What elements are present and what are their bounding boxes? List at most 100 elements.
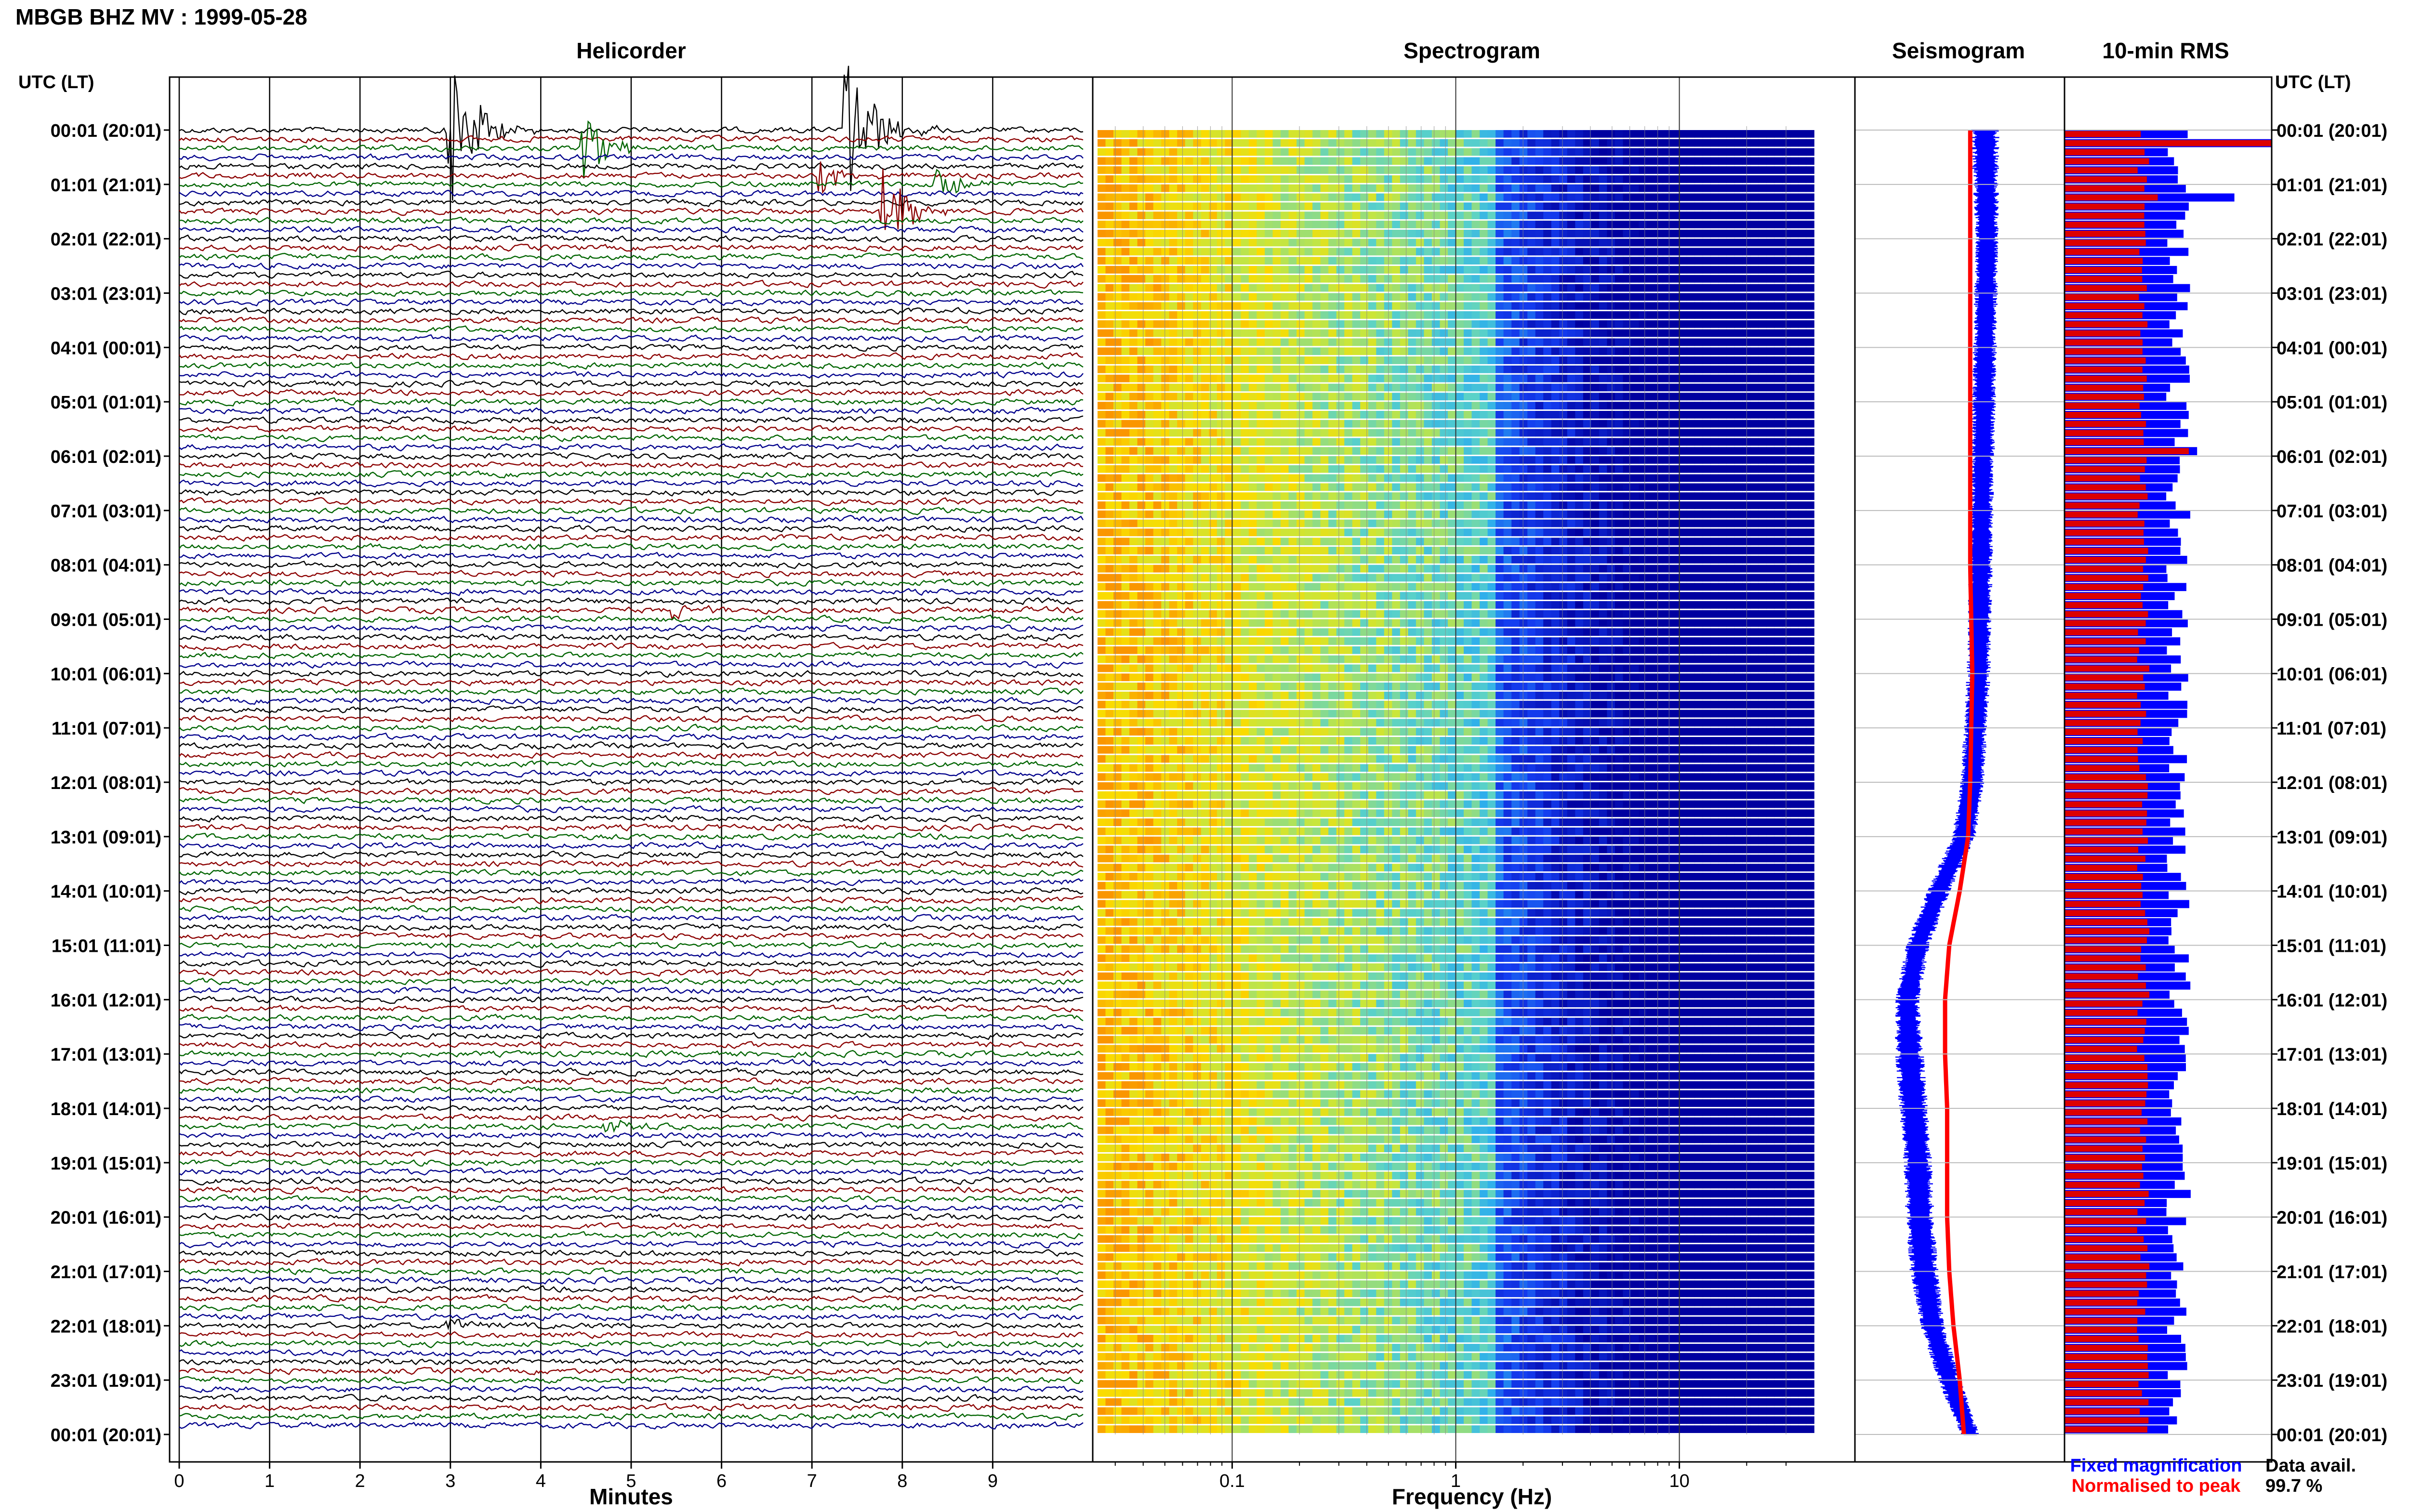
- spectrogram-cell: [1201, 592, 1210, 600]
- spectrogram-cell: [1790, 538, 1799, 546]
- spectrogram-cell: [1304, 320, 1313, 328]
- spectrogram-cell: [1448, 429, 1456, 437]
- spectrogram-cell: [1225, 347, 1233, 355]
- spectrogram-cell: [1232, 456, 1242, 464]
- spectrogram-cell: [1718, 528, 1727, 537]
- spectrogram-cell: [1352, 610, 1361, 618]
- spectrogram-cell: [1400, 374, 1409, 382]
- spectrogram-cell: [1456, 519, 1464, 527]
- spectrogram-cell: [1272, 610, 1281, 618]
- spectrogram-cell: [1098, 547, 1106, 554]
- spectrogram-cell: [1535, 311, 1544, 319]
- spectrogram-cell: [1511, 257, 1520, 265]
- spectrogram-cell: [1535, 374, 1544, 382]
- spectrogram-cell: [1297, 130, 1305, 138]
- spectrogram-cell: [1105, 510, 1114, 518]
- spectrogram-cell: [1464, 555, 1472, 564]
- spectrogram-cell: [1583, 393, 1592, 401]
- spectrogram-cell: [1503, 338, 1512, 346]
- spectrogram-cell: [1750, 365, 1759, 373]
- spectrogram-cell: [1535, 248, 1544, 256]
- helicorder-trace: [179, 307, 1084, 316]
- spectrogram-cell: [1248, 211, 1257, 220]
- spectrogram-cell: [1710, 510, 1719, 518]
- spectrogram-cell: [1392, 538, 1401, 546]
- helicorder-trace: [179, 687, 1084, 696]
- spectrogram-cell: [1575, 202, 1584, 210]
- spectrogram-cell: [1599, 365, 1608, 373]
- spectrogram-cell: [1734, 420, 1743, 428]
- spectrogram-cell: [1352, 356, 1361, 364]
- spectrogram-cell: [1137, 420, 1146, 428]
- spectrogram-cell: [1496, 555, 1504, 564]
- spectrogram-cell: [1511, 284, 1520, 292]
- spectrogram-cell: [1583, 166, 1592, 174]
- spectrogram-cell: [1336, 474, 1345, 482]
- spectrogram-cell: [1241, 193, 1249, 201]
- spectrogram-cell: [1694, 383, 1703, 392]
- spectrogram-cell: [1440, 383, 1448, 392]
- spectrogram-cell: [1232, 447, 1242, 455]
- spectrogram-cell: [1694, 329, 1703, 337]
- minute-tick-label: 4: [536, 1471, 546, 1491]
- spectrogram-cell: [1511, 175, 1520, 183]
- spectrogram-cell: [1567, 583, 1576, 591]
- spectrogram-cell: [1511, 528, 1520, 537]
- spectrogram-cell: [1750, 229, 1759, 237]
- spectrogram-cell: [1480, 456, 1488, 464]
- spectrogram-cell: [1679, 510, 1687, 518]
- helicorder-trace: [179, 497, 1084, 506]
- spectrogram-cell: [1551, 211, 1560, 220]
- spectrogram-cell: [1639, 383, 1647, 392]
- spectrogram-cell: [1503, 347, 1512, 355]
- spectrogram-cell: [1448, 193, 1456, 201]
- spectrogram-cell: [1424, 266, 1432, 274]
- spectrogram-cell: [1169, 257, 1178, 265]
- spectrogram-cell: [1424, 374, 1432, 382]
- spectrogram-cell: [1265, 555, 1273, 564]
- spectrogram-cell: [1304, 528, 1313, 537]
- spectrogram-cell: [1766, 510, 1775, 518]
- spectrogram-cell: [1519, 447, 1528, 455]
- spectrogram-cell: [1471, 592, 1480, 600]
- spectrogram-cell: [1416, 193, 1425, 201]
- spectrogram-cell: [1328, 583, 1337, 591]
- spectrogram-cell: [1288, 266, 1297, 274]
- spectrogram-cell: [1368, 302, 1377, 310]
- spectrogram-cell: [1519, 320, 1528, 328]
- spectrogram-cell: [1647, 248, 1655, 256]
- spectrogram-cell: [1352, 402, 1361, 409]
- spectrogram-cell: [1718, 184, 1727, 192]
- spectrogram-cell: [1312, 565, 1321, 573]
- spectrogram-cell: [1790, 456, 1799, 464]
- spectrogram-cell: [1297, 474, 1305, 482]
- spectrogram-cell: [1583, 347, 1592, 355]
- spectrogram-cell: [1129, 501, 1138, 509]
- spectrogram-cell: [1257, 519, 1265, 527]
- spectrogram-cell: [1145, 555, 1154, 564]
- spectrogram-cell: [1209, 438, 1218, 446]
- spectrogram-cell: [1344, 148, 1353, 156]
- spectrogram-cell: [1098, 238, 1106, 247]
- spectrogram-cell: [1543, 393, 1552, 401]
- spectrogram-cell: [1670, 420, 1679, 428]
- spectrogram-cell: [1360, 139, 1369, 147]
- spectrogram-cell: [1105, 483, 1114, 491]
- spectrogram-cell: [1790, 510, 1799, 518]
- spectrogram-cell: [1702, 184, 1711, 192]
- spectrogram-cell: [1464, 293, 1472, 301]
- spectrogram-cell: [1185, 429, 1193, 437]
- spectrogram-cell: [1217, 465, 1226, 473]
- spectrogram-cell: [1639, 221, 1647, 228]
- spectrogram-cell: [1718, 166, 1727, 174]
- helicorder-trace: [179, 1149, 1084, 1158]
- spectrogram-cell: [1336, 510, 1345, 518]
- spectrogram-cell: [1591, 456, 1600, 464]
- spectrogram-cell: [1098, 592, 1106, 600]
- spectrogram-cell: [1655, 465, 1663, 473]
- spectrogram-cell: [1456, 555, 1464, 564]
- spectrogram-cell: [1631, 275, 1640, 283]
- spectrogram-cell: [1686, 555, 1695, 564]
- spectrogram-cell: [1774, 474, 1783, 482]
- spectrogram-cell: [1559, 148, 1568, 156]
